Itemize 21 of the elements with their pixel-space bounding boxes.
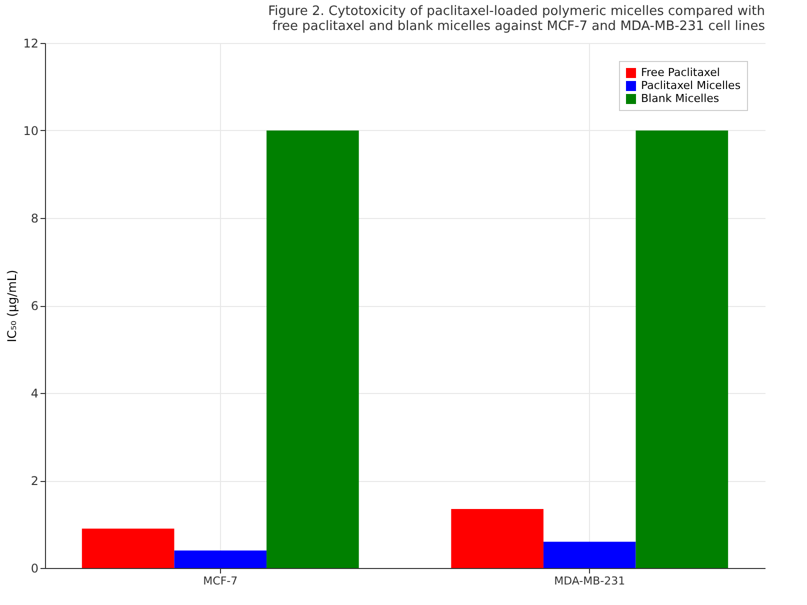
y-tick-label: 8	[30, 212, 38, 226]
x-tick-label: MDA-MB-231	[554, 574, 626, 588]
bar	[451, 508, 544, 568]
y-tick-label: 2	[30, 474, 38, 488]
bar	[82, 528, 174, 568]
x-tick-label: MCF-7	[203, 574, 238, 588]
bar	[174, 550, 267, 568]
y-tick-label: 6	[30, 299, 38, 313]
y-tick-label: 0	[30, 562, 38, 576]
y-tick-label: 10	[23, 124, 38, 138]
y-tick-label: 12	[23, 36, 38, 50]
y-axis-title: IC₅₀ (µg/mL)	[5, 270, 20, 342]
legend-label: Free Paclitaxel	[641, 66, 720, 79]
legend-label: Paclitaxel Micelles	[641, 79, 741, 92]
bar	[266, 130, 359, 568]
bar	[543, 542, 636, 568]
bar	[636, 130, 728, 568]
text: free paclitaxel and blank micelles against MCF-7 and MDA-MB-231 cell lines	[272, 19, 765, 34]
y-tick-label: 4	[30, 386, 38, 400]
legend-label: Blank Micelles	[641, 92, 720, 105]
text: Figure 2. Cytotoxicity of paclitaxel-loaded polymeric micelles compared with	[268, 4, 765, 19]
